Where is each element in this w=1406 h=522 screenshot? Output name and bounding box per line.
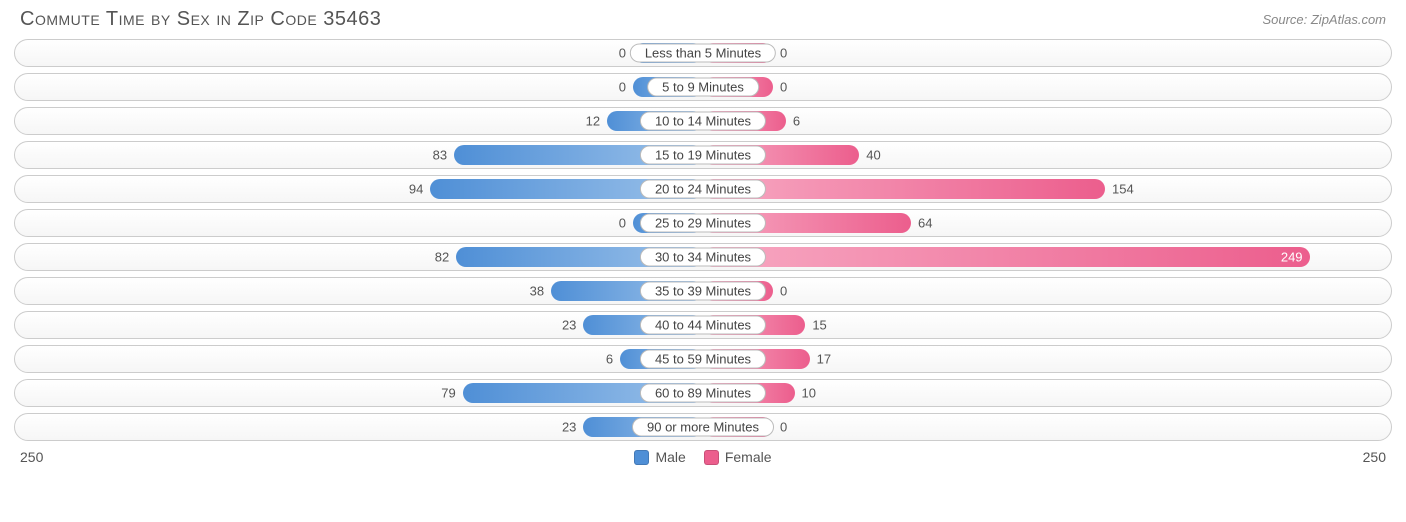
row-label: 15 to 19 Minutes (640, 146, 766, 165)
row-label: 5 to 9 Minutes (647, 78, 759, 97)
row-label: 90 or more Minutes (632, 418, 774, 437)
legend-label-female: Female (725, 449, 772, 465)
chart-row: 35 to 39 Minutes 38 0 (14, 277, 1392, 305)
chart-row: 5 to 9 Minutes 0 0 (14, 73, 1392, 101)
chart-row: 90 or more Minutes 23 0 (14, 413, 1392, 441)
value-female: 0 (780, 80, 787, 95)
row-label: Less than 5 Minutes (630, 44, 776, 63)
chart-source: Source: ZipAtlas.com (1262, 12, 1386, 27)
chart-header: Commute Time by Sex in Zip Code 35463 So… (0, 0, 1406, 35)
value-male: 0 (619, 80, 626, 95)
chart-row: 40 to 44 Minutes 23 15 (14, 311, 1392, 339)
row-label: 25 to 29 Minutes (640, 214, 766, 233)
legend-swatch-male (634, 450, 649, 465)
value-female: 64 (918, 216, 932, 231)
chart-row: Less than 5 Minutes 0 0 (14, 39, 1392, 67)
value-male: 82 (435, 250, 449, 265)
value-male: 0 (619, 46, 626, 61)
axis-right-label: 250 (1363, 449, 1386, 465)
row-label: 60 to 89 Minutes (640, 384, 766, 403)
value-male: 6 (606, 352, 613, 367)
value-male: 79 (441, 386, 455, 401)
legend-item-male: Male (634, 449, 685, 465)
value-female: 40 (866, 148, 880, 163)
value-female: 0 (780, 46, 787, 61)
value-female: 10 (802, 386, 816, 401)
row-label: 10 to 14 Minutes (640, 112, 766, 131)
value-female: 0 (780, 420, 787, 435)
bar-female (703, 247, 1310, 267)
chart-row: 20 to 24 Minutes 94 154 (14, 175, 1392, 203)
value-male: 23 (562, 318, 576, 333)
chart-footer: 250 Male Female 250 (0, 447, 1406, 465)
value-female: 15 (812, 318, 826, 333)
legend-label-male: Male (655, 449, 685, 465)
value-male: 12 (586, 114, 600, 129)
axis-left-label: 250 (20, 449, 43, 465)
value-male: 23 (562, 420, 576, 435)
value-male: 94 (409, 182, 423, 197)
row-label: 20 to 24 Minutes (640, 180, 766, 199)
row-label: 35 to 39 Minutes (640, 282, 766, 301)
value-female: 249 (1281, 250, 1303, 265)
value-male: 83 (433, 148, 447, 163)
row-label: 45 to 59 Minutes (640, 350, 766, 369)
chart-row: 15 to 19 Minutes 83 40 (14, 141, 1392, 169)
rows-area: Less than 5 Minutes 0 0 5 to 9 Minutes 0 0 10 … (0, 35, 1406, 441)
value-male: 38 (530, 284, 544, 299)
value-female: 154 (1112, 182, 1134, 197)
legend-item-female: Female (704, 449, 772, 465)
value-female: 17 (817, 352, 831, 367)
chart-title: Commute Time by Sex in Zip Code 35463 (20, 8, 381, 31)
chart-container: Commute Time by Sex in Zip Code 35463 So… (0, 0, 1406, 522)
chart-row: 30 to 34 Minutes 82 249 (14, 243, 1392, 271)
chart-row: 45 to 59 Minutes 6 17 (14, 345, 1392, 373)
legend-swatch-female (704, 450, 719, 465)
legend: Male Female (634, 449, 771, 465)
value-female: 6 (793, 114, 800, 129)
value-male: 0 (619, 216, 626, 231)
row-label: 30 to 34 Minutes (640, 248, 766, 267)
row-label: 40 to 44 Minutes (640, 316, 766, 335)
value-female: 0 (780, 284, 787, 299)
chart-row: 60 to 89 Minutes 79 10 (14, 379, 1392, 407)
chart-row: 10 to 14 Minutes 12 6 (14, 107, 1392, 135)
chart-row: 25 to 29 Minutes 0 64 (14, 209, 1392, 237)
